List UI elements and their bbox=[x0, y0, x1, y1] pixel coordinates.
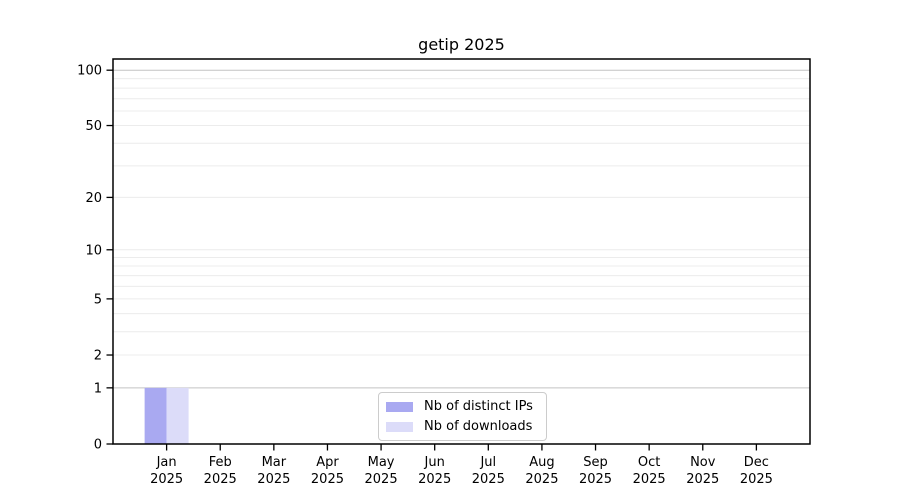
x-tick-label-year-sep: 2025 bbox=[579, 472, 612, 487]
legend-entry-distinct-ips: Nb of distinct IPs bbox=[386, 399, 538, 414]
x-tick-label-month-sep: Sep bbox=[583, 455, 608, 470]
y-tick-label-50: 50 bbox=[85, 119, 102, 134]
legend-label-downloads: Nb of downloads bbox=[424, 419, 533, 434]
x-tick-label-year-jul: 2025 bbox=[472, 472, 505, 487]
legend-label-distinct-ips: Nb of distinct IPs bbox=[424, 399, 533, 414]
x-tick-label-year-nov: 2025 bbox=[686, 472, 719, 487]
legend-swatch-downloads bbox=[386, 421, 413, 432]
y-tick-label-100: 100 bbox=[77, 64, 102, 79]
x-tick-label-year-jun: 2025 bbox=[418, 472, 451, 487]
x-tick-label-month-apr: Apr bbox=[316, 455, 339, 470]
x-tick-label-month-jan: Jan bbox=[156, 455, 177, 470]
x-tick-label-month-jun: Jun bbox=[424, 455, 445, 470]
x-tick-label-month-oct: Oct bbox=[638, 455, 660, 470]
plot-border bbox=[112, 58, 811, 445]
x-tick-label-month-feb: Feb bbox=[209, 455, 232, 470]
x-tick-label-year-mar: 2025 bbox=[257, 472, 290, 487]
bar-jan-series-1 bbox=[166, 387, 189, 444]
y-tick-label-20: 20 bbox=[85, 191, 102, 206]
y-tick-label-5: 5 bbox=[94, 292, 102, 307]
x-tick-label-month-nov: Nov bbox=[690, 455, 716, 470]
x-tick-label-month-jul: Jul bbox=[479, 455, 496, 470]
x-tick-label-month-aug: Aug bbox=[529, 455, 554, 470]
x-tick-label-year-may: 2025 bbox=[365, 472, 398, 487]
x-tick-label-year-jan: 2025 bbox=[150, 472, 183, 487]
y-tick-label-0: 0 bbox=[94, 438, 102, 453]
chart-title: getip 2025 bbox=[418, 35, 505, 54]
x-tick-label-year-oct: 2025 bbox=[633, 472, 666, 487]
x-tick-label-year-apr: 2025 bbox=[311, 472, 344, 487]
y-tick-label-10: 10 bbox=[85, 243, 102, 258]
legend-swatch-distinct-ips bbox=[386, 401, 413, 412]
x-tick-label-month-dec: Dec bbox=[744, 455, 769, 470]
legend: Nb of distinct IPs Nb of downloads bbox=[378, 392, 547, 441]
x-tick-label-year-feb: 2025 bbox=[204, 472, 237, 487]
x-tick-label-year-aug: 2025 bbox=[525, 472, 558, 487]
legend-entry-downloads: Nb of downloads bbox=[386, 419, 538, 434]
x-tick-label-month-mar: Mar bbox=[262, 455, 287, 470]
y-tick-label-2: 2 bbox=[94, 349, 102, 364]
bar-jan-series-0 bbox=[144, 387, 167, 444]
x-tick-label-year-dec: 2025 bbox=[740, 472, 773, 487]
y-tick-label-1: 1 bbox=[94, 381, 102, 396]
x-tick-label-month-may: May bbox=[368, 455, 395, 470]
